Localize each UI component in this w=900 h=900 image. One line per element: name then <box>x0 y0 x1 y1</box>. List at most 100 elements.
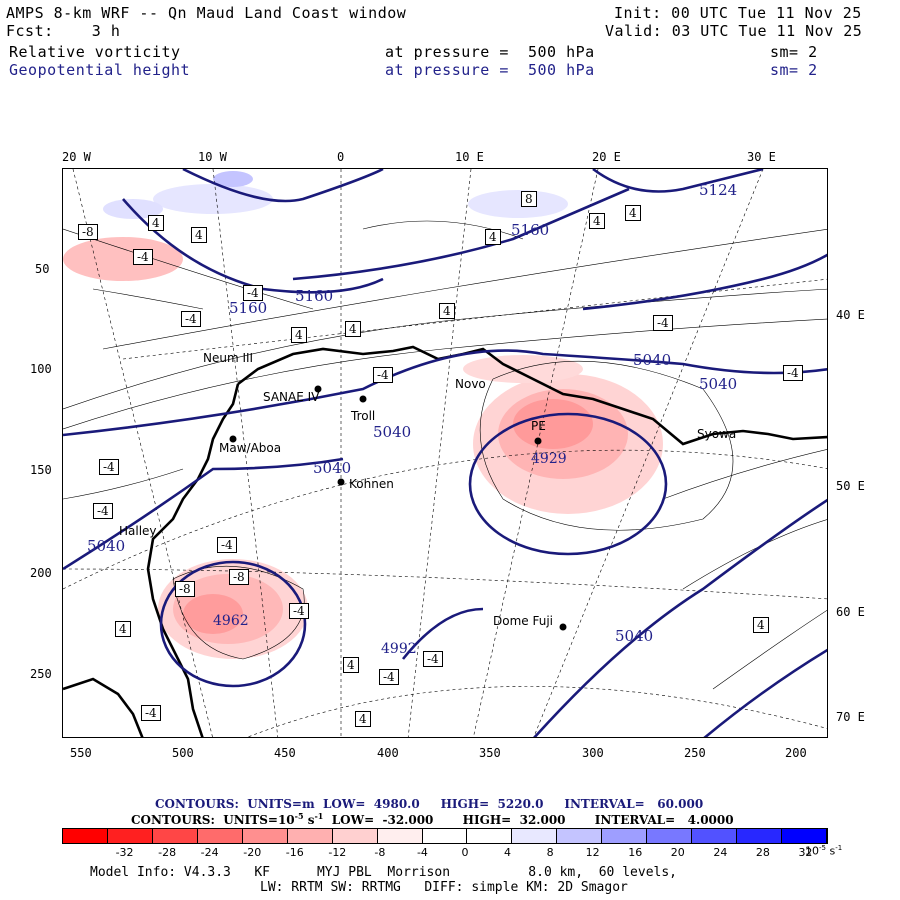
vorticity-info-exp: -5 <box>294 811 304 821</box>
color-bar-tick-label: -28 <box>158 846 177 859</box>
station-label: Maw/Aboa <box>219 441 282 455</box>
color-bar-segment <box>152 829 198 843</box>
vorticity-contours <box>63 220 827 690</box>
color-bar-tick-label: 16 <box>628 846 643 859</box>
valid-time: Valid: 03 UTC Tue 11 Nov 25 <box>605 22 863 40</box>
color-bar-segment <box>242 829 288 843</box>
grid-tick-bottom: 350 <box>479 746 501 760</box>
grid-tick-bottom: 300 <box>582 746 604 760</box>
height-label: 5160 <box>229 299 268 317</box>
vorticity-label: -4 <box>243 285 263 301</box>
height-label: 4962 <box>213 613 249 629</box>
color-bar-segment <box>647 829 693 843</box>
vorticity-info-range: LOW= -32.000 HIGH= 32.000 INTERVAL= 4.00… <box>323 813 734 827</box>
grid-tick-bottom: 400 <box>377 746 399 760</box>
vorticity-label: 8 <box>521 191 537 207</box>
vorticity-label: -8 <box>229 569 249 585</box>
vorticity-label: -4 <box>653 315 673 331</box>
height-label: 5040 <box>615 627 654 645</box>
lat-label-right: 60 E <box>836 605 865 619</box>
color-bar-segment <box>737 829 782 843</box>
vorticity-info-units: CONTOURS: UNITS=10 <box>131 813 295 827</box>
height-label: 5124 <box>699 181 738 199</box>
grid-tick-bottom: 550 <box>70 746 92 760</box>
station-markers <box>229 385 567 631</box>
grid-tick-left: 150 <box>30 463 52 477</box>
field2-smoothing: sm= 2 <box>770 61 818 79</box>
height-label: 5160 <box>295 287 334 305</box>
height-label: 4929 <box>531 451 567 467</box>
vorticity-label: 4 <box>291 327 307 343</box>
color-bar-tick-label: 32 <box>798 846 813 859</box>
field2-level: at pressure = 500 hPa <box>385 61 595 79</box>
grid-tick-left: 200 <box>30 566 52 580</box>
coastline <box>63 345 827 737</box>
map-title: AMPS 8-km WRF -- Qn Maud Land Coast wind… <box>6 4 407 22</box>
color-bar-tick-label: -16 <box>285 846 304 859</box>
vorticity-label: -4 <box>133 249 153 265</box>
map-canvas <box>63 169 827 737</box>
lon-label-10e: 10 E <box>455 150 484 164</box>
color-bar <box>62 828 828 844</box>
color-bar-tick-label: -12 <box>328 846 347 859</box>
vorticity-label: -8 <box>175 581 195 597</box>
color-bar-segment <box>782 829 827 843</box>
color-bar-segment <box>332 829 378 843</box>
grid-tick-left: 50 <box>35 262 50 276</box>
color-bar-tick-label: 24 <box>713 846 728 859</box>
grid-tick-left: 100 <box>30 362 52 376</box>
lon-label-30e: 30 E <box>747 150 776 164</box>
color-bar-segment <box>197 829 243 843</box>
lon-label-20w: 20 W <box>62 150 91 164</box>
color-bar-segment <box>692 829 738 843</box>
field1-level: at pressure = 500 hPa <box>385 43 595 61</box>
height-label: 4992 <box>381 641 417 657</box>
color-bar-tick-label: -20 <box>243 846 262 859</box>
vorticity-label: 4 <box>589 213 605 229</box>
model-info: Model Info: V4.3.3 KF MYJ PBL Morrison 8… <box>90 865 677 880</box>
station-label: Troll <box>351 409 376 423</box>
station-label: Syowa <box>697 427 737 441</box>
init-time: Init: 00 UTC Tue 11 Nov 25 <box>614 4 862 22</box>
station-label: Neum III <box>203 351 254 365</box>
vorticity-label: -4 <box>217 537 237 553</box>
lon-label-0: 0 <box>337 150 345 164</box>
lat-label-right: 70 E <box>836 710 865 724</box>
cb-units-exp2: -1 <box>835 844 843 852</box>
station-label: Halley <box>119 524 157 538</box>
color-bar-tick-label: -32 <box>115 846 134 859</box>
vorticity-label: -4 <box>289 603 309 619</box>
station-label: SANAE IV <box>263 390 320 404</box>
vorticity-label: -4 <box>373 367 393 383</box>
height-contours <box>63 169 827 737</box>
vorticity-label: -4 <box>423 651 443 667</box>
vorticity-label: -4 <box>783 365 803 381</box>
vorticity-label: -4 <box>181 311 201 327</box>
color-bar-segment <box>422 829 468 843</box>
cb-units-s: s <box>825 844 836 858</box>
vorticity-label: -4 <box>141 705 161 721</box>
cb-units-base: 10 <box>805 844 819 858</box>
vorticity-contours-info: CONTOURS: UNITS=10-5 s-1 LOW= -32.000 HI… <box>131 811 734 827</box>
grid-tick-bottom: 200 <box>785 746 807 760</box>
vorticity-label: 4 <box>343 657 359 673</box>
field1-name: Relative vorticity <box>9 43 181 61</box>
height-label: 5040 <box>633 351 672 369</box>
vorticity-label: 4 <box>485 229 501 245</box>
color-bar-tick-label: -24 <box>200 846 219 859</box>
height-label: 5040 <box>313 459 352 477</box>
vorticity-label: -4 <box>99 459 119 475</box>
height-label: 5040 <box>699 375 738 393</box>
color-bar-segment <box>63 829 108 843</box>
color-bar-segment <box>557 829 603 843</box>
field1-smoothing: sm= 2 <box>770 43 818 61</box>
cb-units-exp: -5 <box>819 844 826 852</box>
vorticity-label: 4 <box>345 321 361 337</box>
vorticity-label: 4 <box>148 215 164 231</box>
vorticity-label: 4 <box>191 227 207 243</box>
color-bar-tick-label: -8 <box>374 846 386 859</box>
forecast-hour: Fcst: 3 h <box>6 22 121 40</box>
grid-tick-bottom: 500 <box>172 746 194 760</box>
field2-name: Geopotential height <box>9 61 191 79</box>
lon-label-20e: 20 E <box>592 150 621 164</box>
